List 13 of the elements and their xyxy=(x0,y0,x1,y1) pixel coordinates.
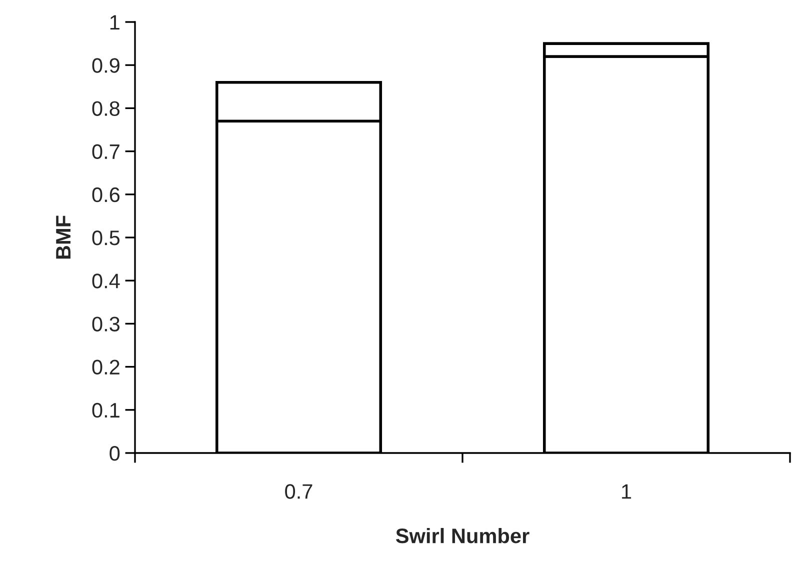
y-tick-label: 0.9 xyxy=(92,58,120,73)
y-axis-title: BMF xyxy=(56,216,70,259)
y-tick-label: 1 xyxy=(110,15,120,30)
x-axis-title: Swirl Number xyxy=(396,528,530,544)
y-tick-label: 0.7 xyxy=(92,144,120,160)
y-tick-label: 0.8 xyxy=(92,101,120,116)
y-tick-label: 0.1 xyxy=(92,402,120,418)
y-tick-label: 0.6 xyxy=(92,187,120,202)
y-tick-label: 0.4 xyxy=(92,274,120,288)
y-tick-label: 0.5 xyxy=(92,230,120,246)
y-tick-label: 0.3 xyxy=(92,316,120,332)
y-tick-label: 0.2 xyxy=(92,360,120,375)
y-tick-label: 0 xyxy=(110,446,120,461)
